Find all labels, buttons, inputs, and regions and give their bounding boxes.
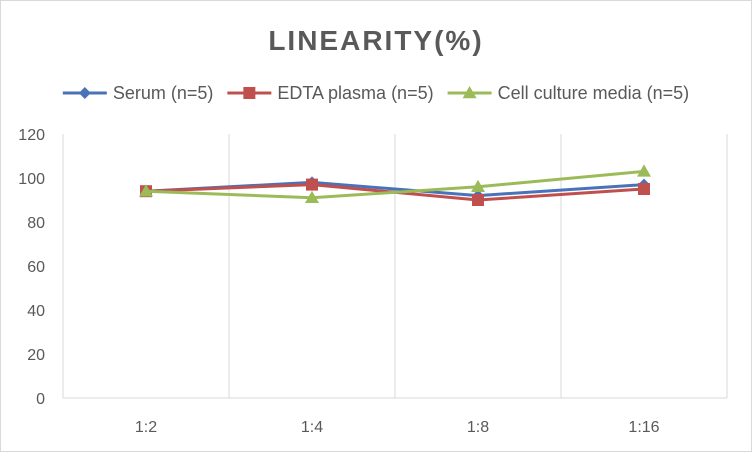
legend-label: Cell culture media (n=5) — [498, 83, 690, 103]
legend-item: Cell culture media (n=5) — [447, 83, 690, 103]
legend: Serum (n=5) EDTA plasma (n=5) Cell culture… — [62, 83, 690, 103]
data-point — [306, 178, 318, 191]
plot-area: 0 20 40 60 80 100 120 1:2 1:4 1:8 1:16 — [18, 127, 728, 436]
data-point — [637, 164, 651, 177]
legend-item: Serum (n=5) — [62, 83, 214, 103]
data-point — [305, 190, 319, 204]
legend-label: EDTA plasma (n=5) — [277, 83, 433, 103]
x-tick-label: 1:2 — [135, 419, 157, 436]
y-tick-label: 120 — [18, 127, 45, 144]
data-point — [139, 184, 153, 197]
y-tick-label: 40 — [27, 303, 45, 320]
data-point — [471, 179, 485, 193]
series-line — [145, 169, 645, 200]
y-tick-label: 0 — [36, 391, 45, 408]
data-point — [472, 194, 484, 206]
data-point — [638, 183, 650, 195]
y-tick-label: 80 — [27, 215, 45, 232]
legend-item: EDTA plasma (n=5) — [227, 83, 434, 103]
x-tick-label: 1:16 — [628, 419, 659, 436]
legend-label: Serum (n=5) — [113, 83, 214, 103]
legend-marker — [462, 86, 477, 99]
y-tick-label: 100 — [18, 171, 45, 188]
legend-marker — [78, 87, 91, 99]
y-tick-label: 60 — [27, 259, 45, 276]
x-tick-label: 1:4 — [301, 419, 323, 436]
x-tick-label: 1:8 — [467, 419, 489, 436]
chart-title: LINEARITY(%) — [268, 25, 483, 56]
series-cell-culture-media — [139, 164, 651, 204]
y-tick-label: 20 — [27, 347, 45, 364]
legend-marker — [243, 87, 256, 99]
